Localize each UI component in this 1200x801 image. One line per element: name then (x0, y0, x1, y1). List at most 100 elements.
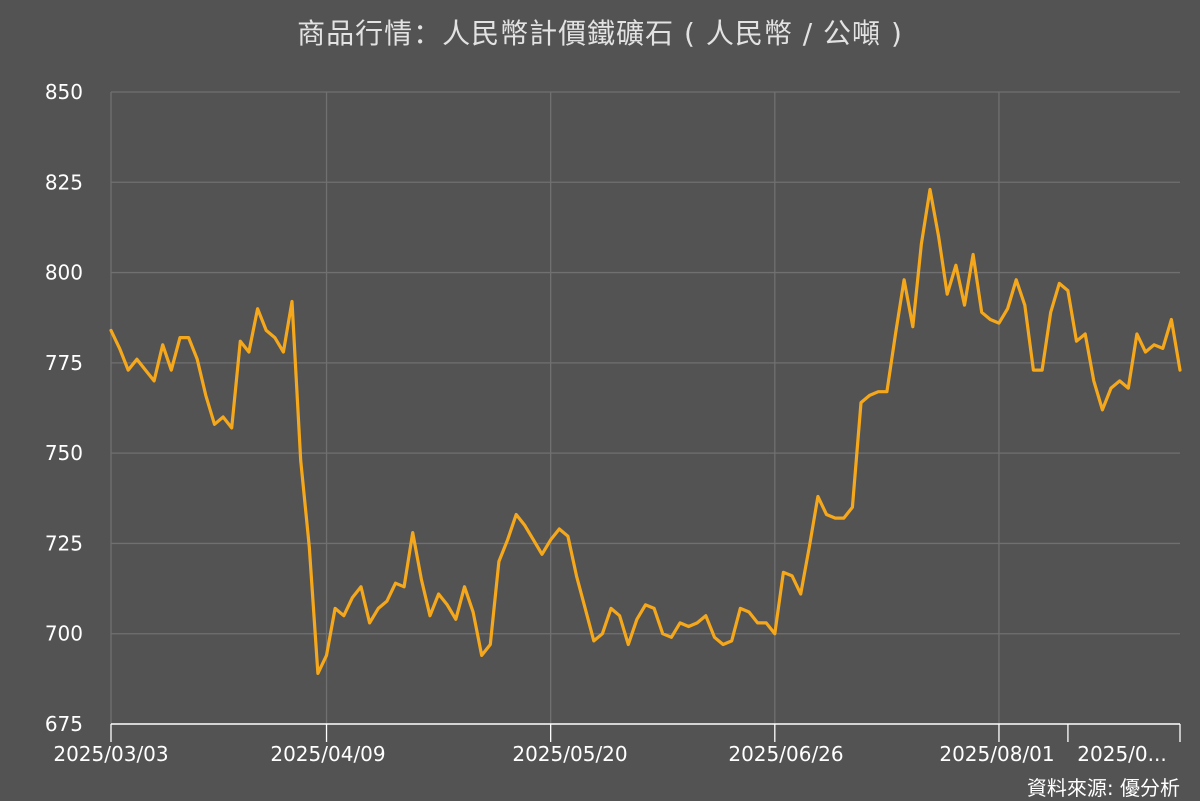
data-point (213, 423, 216, 426)
grid (110, 91, 1180, 724)
data-point (687, 625, 690, 628)
data-point (489, 643, 492, 646)
data-point (1032, 369, 1035, 372)
data-point (1144, 351, 1147, 354)
data-point (730, 639, 733, 642)
data-point (575, 574, 578, 577)
iron-ore-price-line (109, 187, 1182, 675)
data-point (532, 538, 535, 541)
data-point (1161, 347, 1164, 350)
data-point (170, 369, 173, 372)
data-point (127, 369, 130, 372)
data-point (825, 513, 828, 516)
data-point (1041, 369, 1044, 372)
data-point (998, 322, 1001, 325)
data-point (282, 351, 285, 354)
data-point (299, 459, 302, 462)
data-point (816, 495, 819, 498)
data-point (247, 351, 250, 354)
data-point (110, 329, 113, 332)
data-point (679, 621, 682, 624)
data-point (989, 318, 992, 321)
data-point (748, 611, 751, 614)
data-point (308, 546, 311, 549)
data-point (187, 336, 190, 339)
data-point (558, 528, 561, 531)
data-point (584, 607, 587, 610)
data-point (963, 304, 966, 307)
data-point (756, 621, 759, 624)
data-point (911, 325, 914, 328)
data-point (1153, 343, 1156, 346)
data-point (1006, 307, 1009, 310)
data-point (860, 401, 863, 404)
data-point (265, 329, 268, 332)
data-point (394, 582, 397, 585)
data-point (454, 618, 457, 621)
data-point (765, 621, 768, 624)
data-point (291, 300, 294, 303)
data-point (1066, 289, 1069, 292)
data-point (713, 636, 716, 639)
data-point (541, 553, 544, 556)
data-point (523, 524, 526, 527)
data-point (222, 416, 225, 419)
data-point (230, 426, 233, 429)
data-point (920, 242, 923, 245)
y-tick-label: 775 (45, 351, 83, 375)
data-point (782, 571, 785, 574)
data-point (661, 632, 664, 635)
data-point (929, 188, 932, 191)
data-point (601, 632, 604, 635)
data-point (799, 593, 802, 596)
data-point (437, 593, 440, 596)
data-point (1110, 387, 1113, 390)
data-point (972, 253, 975, 256)
data-point (885, 390, 888, 393)
data-point (937, 235, 940, 238)
data-point (377, 607, 380, 610)
data-point (739, 607, 742, 610)
data-point (877, 390, 880, 393)
y-tick-label: 725 (45, 531, 83, 555)
data-point (704, 614, 707, 617)
y-tick-label: 825 (45, 170, 83, 194)
data-point (834, 517, 837, 520)
data-point (1101, 408, 1104, 411)
data-point (144, 369, 147, 372)
data-point (196, 358, 199, 361)
data-point (179, 336, 182, 339)
data-point (1058, 282, 1061, 285)
data-point (351, 596, 354, 599)
data-point (791, 574, 794, 577)
data-point (135, 358, 138, 361)
data-point (161, 343, 164, 346)
y-tick-label: 700 (45, 622, 83, 646)
data-point (1127, 387, 1130, 390)
data-point (635, 618, 638, 621)
data-point (472, 611, 475, 614)
data-point (1049, 311, 1052, 314)
data-point (670, 636, 673, 639)
data-point (1170, 318, 1173, 321)
data-point (515, 513, 518, 516)
data-point (239, 340, 242, 343)
data-point (773, 632, 776, 635)
data-point (549, 538, 552, 541)
data-point (1135, 333, 1138, 336)
x-tick-label: 2025/04/09 (270, 742, 385, 766)
data-point (411, 531, 414, 534)
data-point (385, 600, 388, 603)
data-point (316, 672, 319, 675)
x-tick-label: 2025/06/26 (728, 742, 843, 766)
data-point (256, 307, 259, 310)
data-point (1084, 333, 1087, 336)
data-point (1118, 379, 1121, 382)
data-point (842, 517, 845, 520)
data-point (1023, 304, 1026, 307)
source-note: 資料來源: 優分析 (1026, 776, 1180, 800)
data-point (610, 607, 613, 610)
x-tick-label: 2025/0... (1077, 742, 1166, 766)
x-tick-label: 2025/05/20 (512, 742, 627, 766)
data-point (627, 643, 630, 646)
